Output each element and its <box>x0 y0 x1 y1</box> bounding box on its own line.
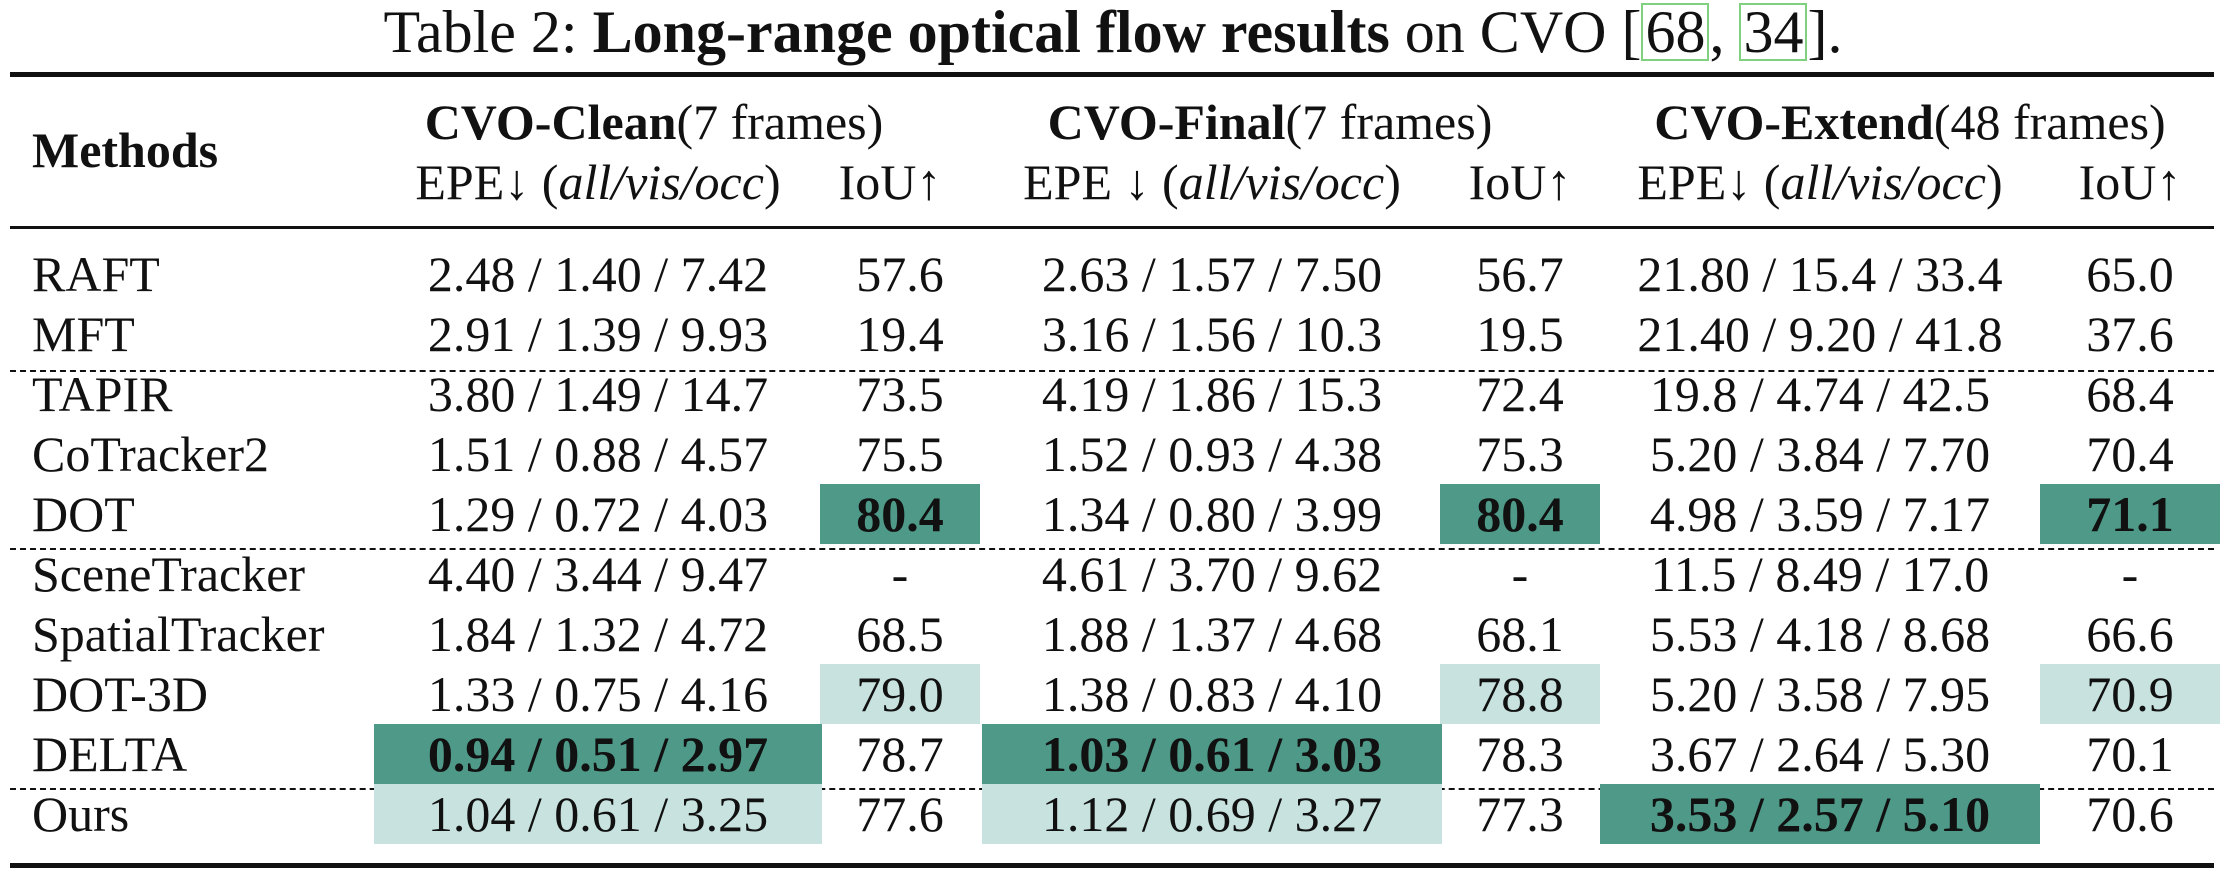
iou-cell: - <box>2121 546 2139 602</box>
epe-cell: 1.88 / 1.37 / 4.68 <box>1041 606 1383 662</box>
method-name: RAFT <box>32 246 160 302</box>
iou-cell: 70.4 <box>2086 426 2174 482</box>
epe-cell: 4.19 / 1.86 / 15.3 <box>1041 366 1383 422</box>
caption-mid: on CVO [ <box>1389 0 1642 65</box>
group-header-cvo-final: CVO-Final (7 frames) <box>980 90 1560 154</box>
epe-cell: 5.53 / 4.18 / 8.68 <box>1649 606 1991 662</box>
iou-cell: 70.6 <box>2086 786 2174 842</box>
iou-header-extend: IoU↑ <box>2078 154 2182 210</box>
group-detail: (7 frames) <box>1285 94 1493 150</box>
caption-sep: , <box>1709 0 1740 65</box>
epe-cell: 1.33 / 0.75 / 4.16 <box>427 666 769 722</box>
method-name: CoTracker2 <box>32 426 270 482</box>
iou-cell: 70.1 <box>2086 726 2174 782</box>
epe-cell: 2.63 / 1.57 / 7.50 <box>1041 246 1383 302</box>
epe-cell: 1.52 / 0.93 / 4.38 <box>1041 426 1383 482</box>
epe-cell: 2.48 / 1.40 / 7.42 <box>427 246 769 302</box>
epe-cell: 1.38 / 0.83 / 4.10 <box>1041 666 1383 722</box>
epe-cell: 3.53 / 2.57 / 5.10 <box>1600 784 2040 844</box>
epe-cell: 2.91 / 1.39 / 9.93 <box>427 306 769 362</box>
epe-cell: 4.61 / 3.70 / 9.62 <box>1041 546 1383 602</box>
iou-cell: 57.6 <box>856 246 944 302</box>
epe-cell: 21.80 / 15.4 / 33.4 <box>1637 246 2003 302</box>
method-name: MFT <box>32 306 135 362</box>
epe-header-final: EPE ↓ (all/vis/occ) <box>1023 154 1401 210</box>
group-detail: (7 frames) <box>676 94 884 150</box>
bottom-rule <box>10 863 2214 868</box>
epe-cell: 1.29 / 0.72 / 4.03 <box>427 486 769 542</box>
epe-cell: 1.03 / 0.61 / 3.03 <box>982 724 1442 784</box>
group-name: CVO-Clean <box>424 94 677 150</box>
iou-cell: 68.4 <box>2086 366 2174 422</box>
iou-cell: 78.7 <box>856 726 944 782</box>
iou-cell: 66.6 <box>2086 606 2174 662</box>
group-name: CVO-Final <box>1047 94 1286 150</box>
iou-cell: 78.8 <box>1440 664 1600 724</box>
method-name: DELTA <box>32 726 188 782</box>
iou-cell: - <box>891 546 909 602</box>
epe-header-clean: EPE↓ (all/vis/occ) <box>415 154 781 210</box>
iou-cell: 77.6 <box>856 786 944 842</box>
iou-header-clean: IoU↑ <box>838 154 942 210</box>
iou-cell: 19.5 <box>1476 306 1564 362</box>
epe-cell: 19.8 / 4.74 / 42.5 <box>1649 366 1991 422</box>
epe-cell: 5.20 / 3.84 / 7.70 <box>1649 426 1991 482</box>
iou-cell: 65.0 <box>2086 246 2174 302</box>
epe-cell: 3.80 / 1.49 / 14.7 <box>427 366 769 422</box>
top-rule <box>10 72 2214 77</box>
epe-cell: 1.12 / 0.69 / 3.27 <box>982 784 1442 844</box>
group-divider-2 <box>10 548 2214 550</box>
iou-cell: 80.4 <box>1440 484 1600 544</box>
method-name: SceneTracker <box>32 546 306 602</box>
epe-cell: 5.20 / 3.58 / 7.95 <box>1649 666 1991 722</box>
group-divider-1 <box>10 370 2214 372</box>
citation-link-34[interactable]: 34 <box>1739 2 1808 62</box>
iou-cell: 71.1 <box>2040 484 2220 544</box>
iou-cell: 75.5 <box>856 426 944 482</box>
iou-header-final: IoU↑ <box>1468 154 1572 210</box>
iou-cell: 37.6 <box>2086 306 2174 362</box>
method-name: TAPIR <box>32 366 173 422</box>
group-detail: (48 frames) <box>1933 94 2166 150</box>
method-name: DOT <box>32 486 135 542</box>
iou-cell: 80.4 <box>820 484 980 544</box>
methods-header: Methods <box>32 122 219 178</box>
header-rule <box>10 226 2214 229</box>
iou-cell: 19.4 <box>856 306 944 362</box>
iou-cell: 73.5 <box>856 366 944 422</box>
group-name: CVO-Extend <box>1654 94 1934 150</box>
iou-cell: 56.7 <box>1476 246 1564 302</box>
method-name: Ours <box>32 786 130 842</box>
caption-suffix: ]. <box>1807 0 1843 65</box>
epe-cell: 21.40 / 9.20 / 41.8 <box>1637 306 2003 362</box>
iou-cell: 77.3 <box>1476 786 1564 842</box>
table-caption: Table 2: Long-range optical flow results… <box>0 0 2226 70</box>
method-name: DOT-3D <box>32 666 208 722</box>
iou-cell: - <box>1511 546 1529 602</box>
epe-cell: 3.16 / 1.56 / 10.3 <box>1041 306 1383 362</box>
epe-cell: 1.34 / 0.80 / 3.99 <box>1041 486 1383 542</box>
iou-cell: 75.3 <box>1476 426 1564 482</box>
iou-cell: 72.4 <box>1476 366 1564 422</box>
epe-cell: 11.5 / 8.49 / 17.0 <box>1650 546 1990 602</box>
epe-header-extend: EPE↓ (all/vis/occ) <box>1637 154 2003 210</box>
group-header-cvo-clean: CVO-Clean (7 frames) <box>374 90 934 154</box>
group-header-cvo-extend: CVO-Extend (48 frames) <box>1600 90 2220 154</box>
iou-cell: 68.5 <box>856 606 944 662</box>
caption-prefix: Table 2: <box>383 0 593 65</box>
iou-cell: 70.9 <box>2040 664 2220 724</box>
epe-cell: 3.67 / 2.64 / 5.30 <box>1649 726 1991 782</box>
caption-title: Long-range optical flow results <box>592 0 1390 65</box>
epe-cell: 1.04 / 0.61 / 3.25 <box>374 784 822 844</box>
epe-cell: 0.94 / 0.51 / 2.97 <box>374 724 822 784</box>
epe-cell: 1.51 / 0.88 / 4.57 <box>427 426 769 482</box>
epe-cell: 4.98 / 3.59 / 7.17 <box>1649 486 1991 542</box>
iou-cell: 78.3 <box>1476 726 1564 782</box>
method-name: SpatialTracker <box>32 606 325 662</box>
iou-cell: 68.1 <box>1476 606 1564 662</box>
epe-cell: 4.40 / 3.44 / 9.47 <box>427 546 769 602</box>
citation-link-68[interactable]: 68 <box>1641 2 1710 62</box>
iou-cell: 79.0 <box>820 664 980 724</box>
epe-cell: 1.84 / 1.32 / 4.72 <box>427 606 769 662</box>
